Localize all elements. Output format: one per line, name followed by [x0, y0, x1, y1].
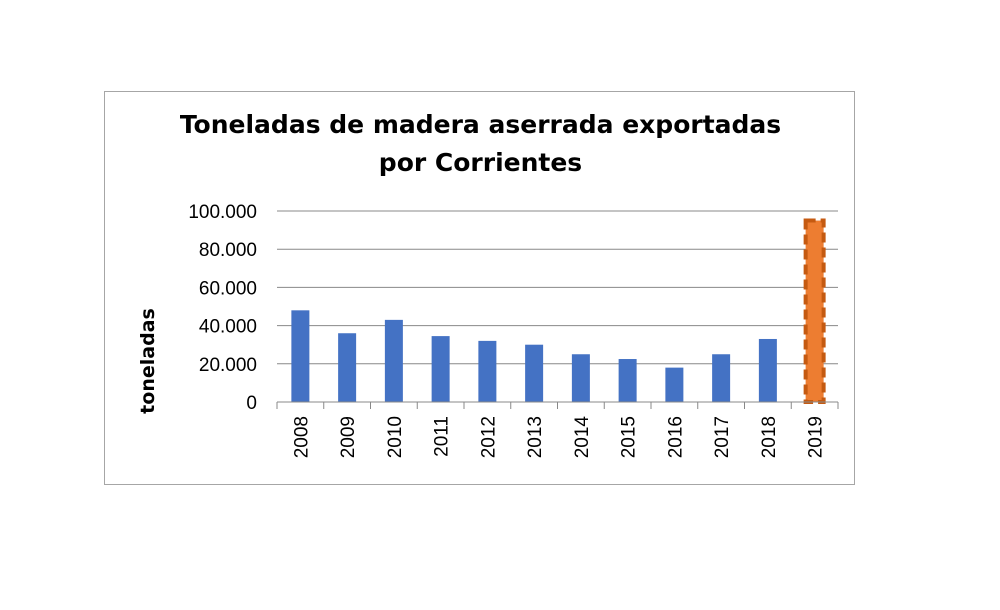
- bar: [758, 338, 777, 402]
- x-tick-label: 2015: [619, 416, 640, 458]
- bar-chart: 0 20.000 40.000 60.000 80.000 100.000 2008 2009…: [137, 202, 839, 458]
- x-tick-label: 2008: [291, 416, 312, 458]
- x-tick-label: 2014: [572, 416, 593, 459]
- y-tick-label: 80.000: [199, 240, 257, 261]
- bar: [338, 333, 357, 402]
- bar: [525, 344, 544, 402]
- bar: [291, 310, 310, 402]
- x-tick-label: 2016: [665, 416, 686, 458]
- bar: [712, 354, 731, 402]
- bar: [665, 367, 684, 402]
- gridlines: [277, 210, 838, 365]
- chart-frame: Toneladas de madera aserrada exportadas …: [104, 91, 855, 485]
- y-tick-label: 20.000: [199, 355, 257, 376]
- x-tick-label: 2012: [478, 416, 499, 458]
- y-tick-label: 60.000: [199, 278, 257, 299]
- y-axis-title: toneladas: [137, 308, 159, 414]
- y-tick-label: 40.000: [199, 317, 257, 338]
- bar: [618, 359, 637, 402]
- chart-title: Toneladas de madera aserrada exportadas …: [179, 110, 782, 177]
- bars: [291, 218, 826, 404]
- x-tick-label: 2011: [432, 416, 453, 457]
- bar: [431, 336, 450, 402]
- bar: [571, 354, 590, 402]
- bar-highlighted: [803, 218, 826, 404]
- y-tick-label: 0: [246, 393, 257, 414]
- x-tick-label: 2019: [806, 416, 827, 458]
- y-tick-label: 100.000: [188, 202, 257, 223]
- x-tick-label: 2013: [525, 416, 546, 458]
- tick-labels: 0 20.000 40.000 60.000 80.000 100.000 2008 2009…: [188, 202, 826, 458]
- x-tick-label: 2017: [712, 416, 733, 458]
- x-tick-label: 2009: [338, 416, 359, 458]
- bar: [478, 340, 497, 402]
- bar: [384, 319, 403, 402]
- x-tick-label: 2010: [385, 416, 406, 458]
- axes: [276, 401, 839, 409]
- x-tick-label: 2018: [759, 416, 780, 458]
